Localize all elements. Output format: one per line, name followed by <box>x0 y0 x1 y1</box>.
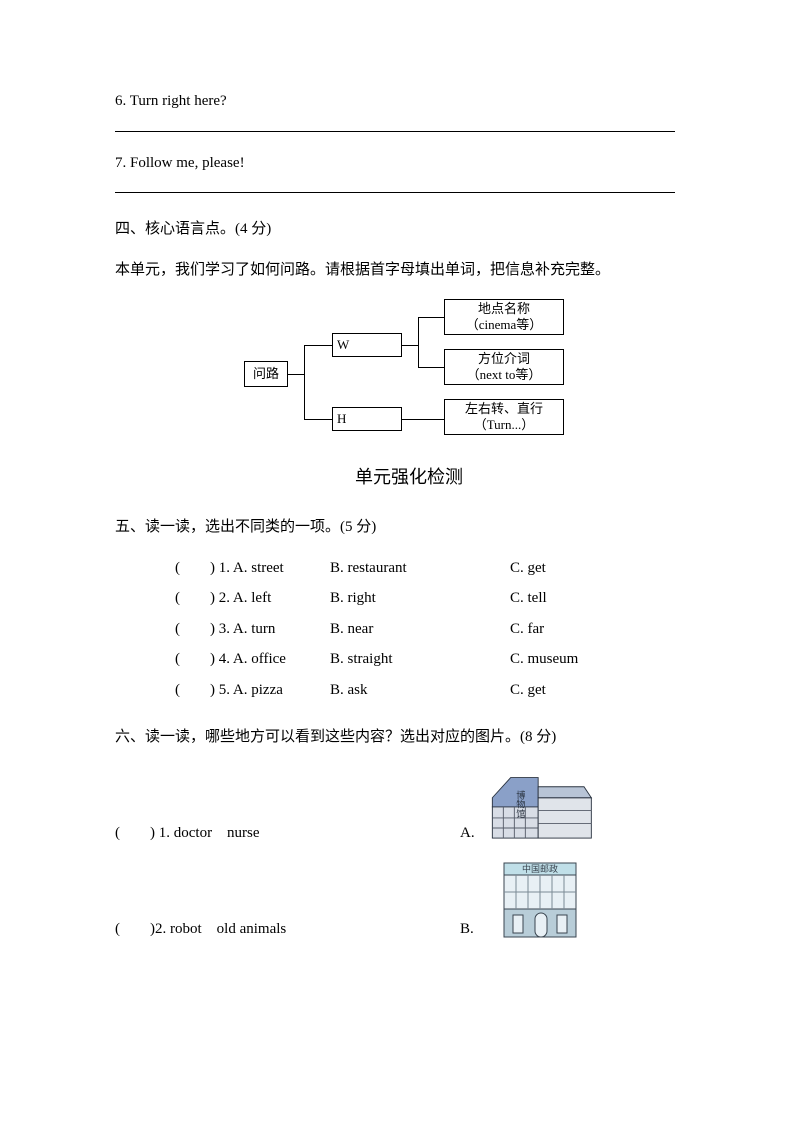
ex6-opt-label-a: A. <box>460 822 485 845</box>
ex5-opt-a: ( ) 4. A. office <box>175 648 330 671</box>
section-4-title: 四、核心语言点。(4 分) <box>115 218 703 241</box>
ex5-row[interactable]: ( ) 5. A. pizza B. ask C. get <box>115 679 703 702</box>
ex5-row[interactable]: ( ) 2. A. left B. right C. tell <box>115 587 703 610</box>
ex5-opt-b: B. restaurant <box>330 557 510 580</box>
ex5-row[interactable]: ( ) 1. A. street B. restaurant C. get <box>115 557 703 580</box>
diagram-leaf-1: 地点名称 （cinema等） <box>444 299 564 335</box>
question-6: 6. Turn right here? <box>115 90 703 113</box>
diagram-leaf-3b: （Turn...） <box>445 417 563 433</box>
svg-text:中国邮政: 中国邮政 <box>522 863 558 874</box>
ex5-row[interactable]: ( ) 3. A. turn B. near C. far <box>115 618 703 641</box>
ex5-opt-a: ( ) 1. A. street <box>175 557 330 580</box>
question-7: 7. Follow me, please! <box>115 152 703 175</box>
ex5-opt-c: C. museum <box>510 648 660 671</box>
ex5-opt-b: B. near <box>330 618 510 641</box>
answer-line-7[interactable] <box>115 192 675 193</box>
ex5-opt-b: B. straight <box>330 648 510 671</box>
ex6-q1: ( ) 1. doctor nurse <box>115 822 460 845</box>
center-title: 单元强化检测 <box>115 464 703 491</box>
ex6-opt-label-b: B. <box>460 918 485 941</box>
ex5-opt-c: C. tell <box>510 587 660 610</box>
museum-icon: 博物馆 <box>485 767 595 845</box>
ex5-opt-a: ( ) 5. A. pizza <box>175 679 330 702</box>
image-b-post-office: 中国邮政 <box>485 859 595 941</box>
diagram-root: 问路 <box>244 361 288 387</box>
diagram-leaf-1b: （cinema等） <box>445 317 563 333</box>
ex5-opt-c: C. far <box>510 618 660 641</box>
ex5-opt-a: ( ) 3. A. turn <box>175 618 330 641</box>
section-4-instruction: 本单元，我们学习了如何问路。请根据首字母填出单词，把信息补充完整。 <box>115 259 703 282</box>
diagram-leaf-2b: （next to等） <box>445 367 563 383</box>
ex5-opt-b: B. ask <box>330 679 510 702</box>
diagram-branch-h[interactable]: H <box>332 407 402 431</box>
ex6-row-1[interactable]: ( ) 1. doctor nurse A. 博物馆 <box>115 767 703 845</box>
concept-diagram: 问路 W H 地点名称 （cinema等） 方位介词 （next to等） 左右… <box>244 299 574 449</box>
diagram-branch-w[interactable]: W <box>332 333 402 357</box>
ex6-q2: ( )2. robot old animals <box>115 918 460 941</box>
section-6-title: 六、读一读，哪些地方可以看到这些内容？选出对应的图片。(8 分) <box>115 726 703 749</box>
exercise-5: ( ) 1. A. street B. restaurant C. get ( … <box>115 557 703 702</box>
svg-text:博物馆: 博物馆 <box>515 789 526 818</box>
diagram-leaf-2: 方位介词 （next to等） <box>444 349 564 385</box>
section-5-title: 五、读一读，选出不同类的一项。(5 分) <box>115 516 703 539</box>
diagram-leaf-1a: 地点名称 <box>445 301 563 317</box>
answer-line-6[interactable] <box>115 131 675 132</box>
diagram-leaf-3: 左右转、直行 （Turn...） <box>444 399 564 435</box>
diagram-leaf-3a: 左右转、直行 <box>445 401 563 417</box>
ex5-opt-b: B. right <box>330 587 510 610</box>
ex5-row[interactable]: ( ) 4. A. office B. straight C. museum <box>115 648 703 671</box>
post-office-icon: 中国邮政 <box>499 859 581 941</box>
image-a-museum: 博物馆 <box>485 767 595 845</box>
ex5-opt-c: C. get <box>510 679 660 702</box>
diagram-leaf-2a: 方位介词 <box>445 351 563 367</box>
ex5-opt-a: ( ) 2. A. left <box>175 587 330 610</box>
ex5-opt-c: C. get <box>510 557 660 580</box>
ex6-row-2[interactable]: ( )2. robot old animals B. 中国邮政 <box>115 859 703 941</box>
